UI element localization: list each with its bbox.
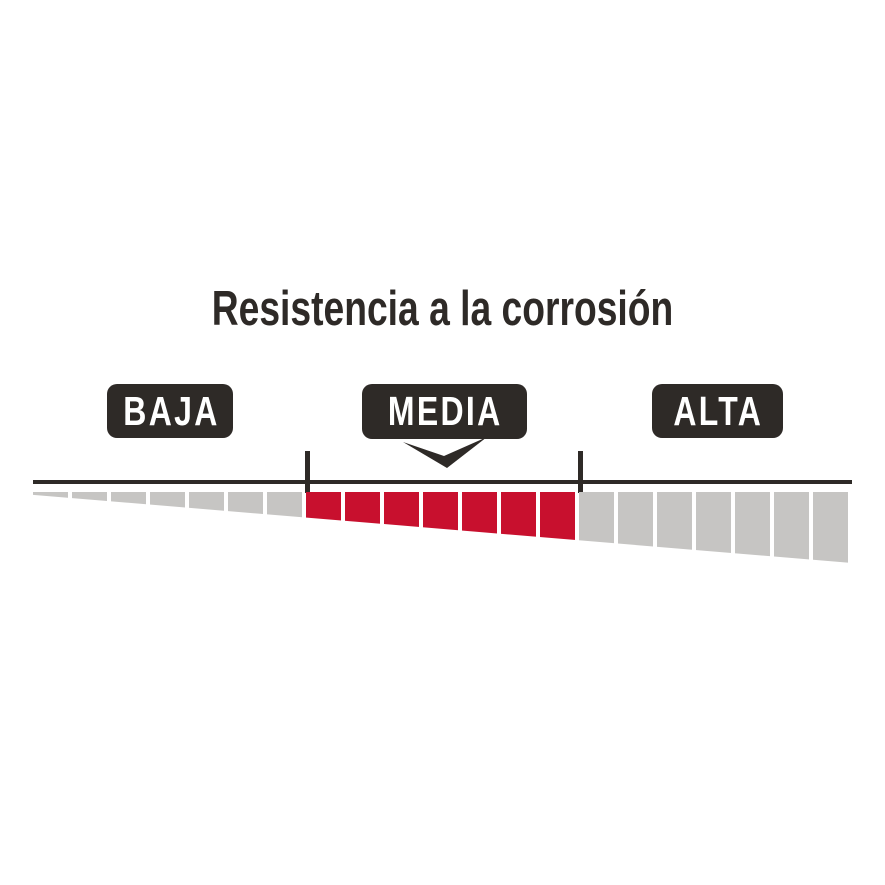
segment-media-6 bbox=[501, 492, 536, 563]
segment-alta-3 bbox=[657, 492, 692, 563]
level-badge-media-label: MEDIA bbox=[388, 388, 504, 434]
segment-media-1 bbox=[306, 492, 341, 563]
segment-baja-3 bbox=[111, 492, 146, 563]
segment-media-2 bbox=[345, 492, 380, 563]
segment-alta-6 bbox=[774, 492, 809, 563]
segment-wedge bbox=[33, 492, 852, 563]
level-badge-alta: ALTA bbox=[652, 384, 783, 438]
level-badge-alta-label: ALTA bbox=[673, 387, 764, 434]
level-badge-baja: BAJA bbox=[107, 384, 233, 438]
level-badge-media: MEDIA bbox=[362, 384, 527, 439]
level-badge-baja-label: BAJA bbox=[122, 387, 220, 434]
segment-media-7 bbox=[540, 492, 575, 563]
segment-baja-2 bbox=[72, 492, 107, 563]
segment-baja-1 bbox=[33, 492, 68, 563]
segment-alta-2 bbox=[618, 492, 653, 563]
scale-baseline bbox=[33, 480, 852, 484]
arrow-down-pointer-icon bbox=[403, 437, 487, 468]
segment-baja-7 bbox=[267, 492, 302, 563]
segment-media-5 bbox=[462, 492, 497, 563]
scale-tick-left bbox=[305, 451, 310, 493]
segment-baja-4 bbox=[150, 492, 185, 563]
segment-media-3 bbox=[384, 492, 419, 563]
segment-media-4 bbox=[423, 492, 458, 563]
segment-alta-4 bbox=[696, 492, 731, 563]
page-title: Resistencia a la corrosión bbox=[211, 282, 674, 336]
segment-baja-5 bbox=[189, 492, 224, 563]
segment-baja-6 bbox=[228, 492, 263, 563]
segment-alta-5 bbox=[735, 492, 770, 563]
segment-alta-1 bbox=[579, 492, 614, 563]
scale-tick-right bbox=[578, 451, 583, 493]
segment-alta-7 bbox=[813, 492, 848, 563]
